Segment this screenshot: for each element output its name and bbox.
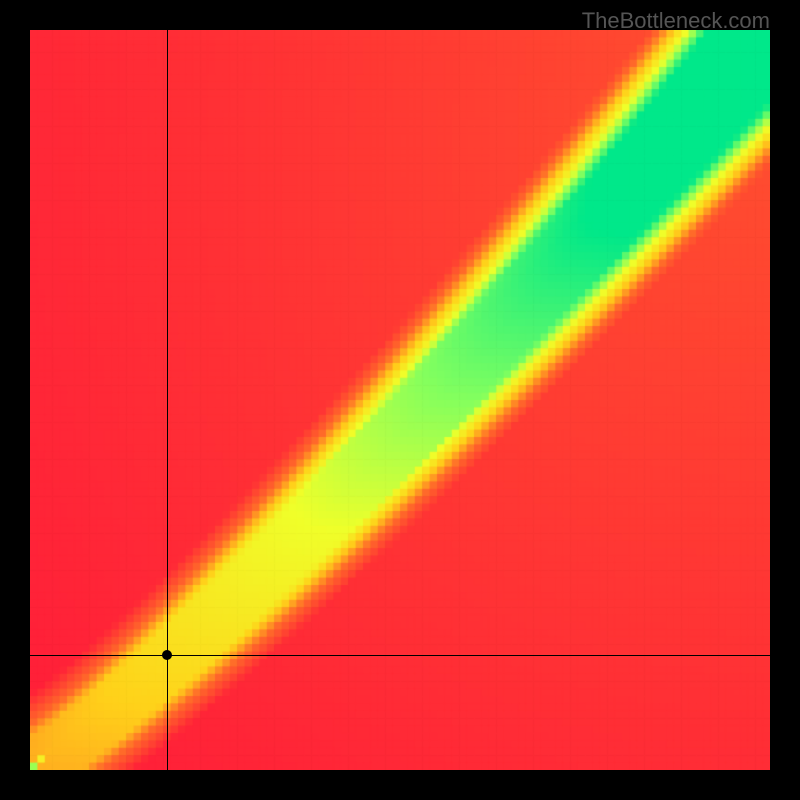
watermark-text: TheBottleneck.com xyxy=(582,8,770,34)
crosshair-horizontal xyxy=(30,655,770,656)
crosshair-marker-dot xyxy=(162,650,172,660)
heatmap-canvas xyxy=(30,30,770,770)
heatmap-plot xyxy=(30,30,770,770)
